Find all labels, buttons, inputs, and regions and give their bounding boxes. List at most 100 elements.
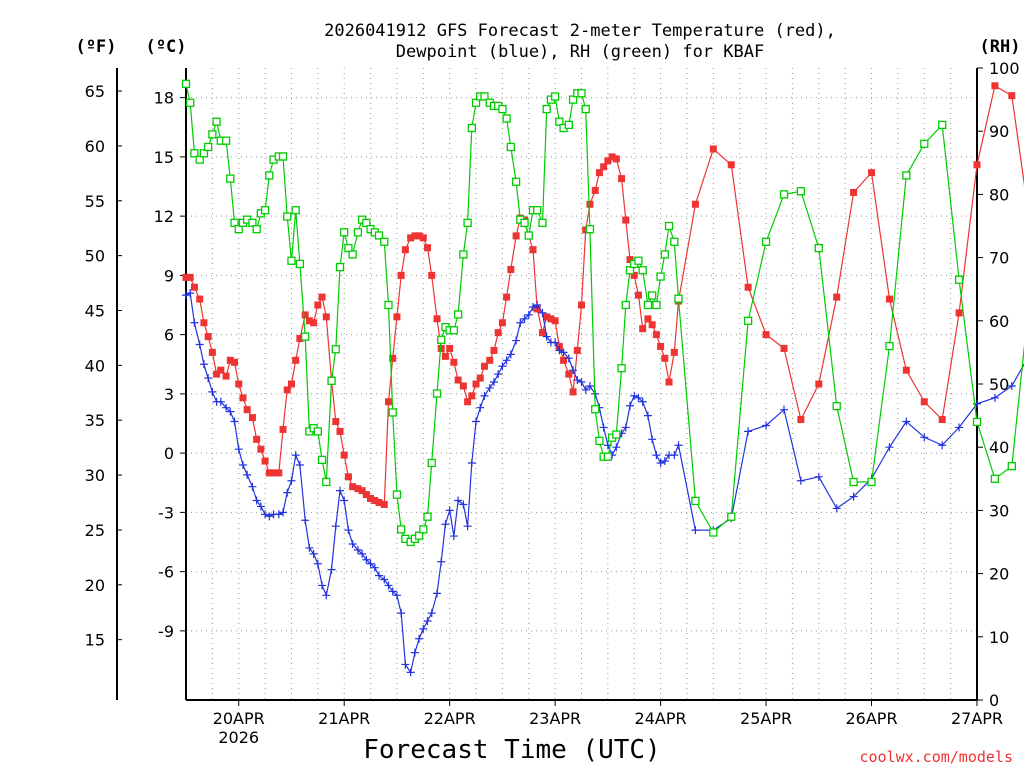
- dewpoint-point: [502, 356, 511, 365]
- dewpoint-point: [366, 559, 375, 568]
- dewpoint-point: [1007, 381, 1016, 390]
- dewpoint-point: [612, 443, 621, 452]
- fahrenheit-tick-label: 40: [85, 356, 105, 375]
- rh-point: [195, 155, 204, 164]
- temperature-point: [257, 445, 265, 453]
- dewpoint-point: [516, 318, 525, 327]
- temperature-point: [371, 497, 379, 505]
- temperature-point: [200, 319, 208, 327]
- dewpoint-point: [542, 332, 551, 341]
- rh-point: [252, 225, 261, 234]
- rh-point: [190, 149, 199, 158]
- rh-point: [480, 92, 489, 101]
- temperature-point: [424, 244, 432, 252]
- dewpoint-point: [380, 575, 389, 584]
- dewpoint-point: [358, 549, 367, 558]
- rh-point: [524, 231, 533, 240]
- temperature-point: [630, 271, 638, 279]
- temperature-point: [446, 344, 454, 352]
- rh-point: [287, 256, 296, 265]
- rh-point: [585, 225, 595, 234]
- rh-point: [502, 114, 511, 123]
- temperature-point: [938, 416, 946, 424]
- temperature-point: [292, 356, 300, 364]
- rh-point: [617, 364, 626, 373]
- temperature-point: [762, 331, 770, 339]
- dewpoint-point: [489, 378, 498, 387]
- temperature-point: [231, 358, 239, 366]
- rh-point: [621, 300, 630, 310]
- rh-point: [743, 316, 753, 325]
- temperature-point: [362, 491, 370, 499]
- temperature-point: [213, 370, 221, 378]
- fahrenheit-tick-label: 60: [85, 137, 105, 156]
- rh-point: [419, 525, 428, 534]
- temperature-point: [344, 473, 352, 481]
- dewpoint-point: [634, 393, 643, 402]
- celsius-tick-label: 0: [164, 444, 174, 463]
- x-axis-title: Forecast Time (UTC): [363, 735, 660, 765]
- dewpoint-point: [498, 362, 507, 371]
- temperature-point: [450, 358, 458, 366]
- rh-point: [278, 152, 288, 161]
- temperature-point: [582, 226, 590, 234]
- temperature-point: [222, 372, 230, 380]
- dewpoint-point: [283, 488, 292, 497]
- temperature-point: [538, 329, 546, 337]
- temperature-point: [547, 315, 555, 323]
- rh-point: [322, 477, 331, 487]
- rh-tick-label: 90: [989, 122, 1009, 141]
- rh-point: [362, 218, 371, 227]
- dewpoint-point: [779, 405, 788, 414]
- dewpoint-point: [186, 289, 195, 298]
- rh-point: [283, 212, 292, 221]
- dewpoint-point: [252, 496, 261, 505]
- rh-point: [595, 436, 604, 446]
- dewpoint-point: [392, 591, 401, 600]
- temperature-point: [868, 169, 876, 177]
- rh-point: [603, 452, 613, 461]
- temperature-point: [955, 309, 963, 317]
- dewpoint-point: [190, 318, 199, 327]
- credit-link[interactable]: coolwx.com/models: [859, 748, 1013, 766]
- temperature-point: [648, 321, 656, 329]
- temperature-point: [332, 418, 340, 426]
- temperature-point: [586, 200, 594, 208]
- fahrenheit-tick-label: 15: [85, 631, 105, 650]
- temperature-point: [665, 378, 673, 386]
- dewpoint-point: [630, 391, 639, 400]
- rh-point: [638, 266, 647, 275]
- rh-point: [414, 531, 424, 540]
- dewpoint-point: [340, 496, 349, 505]
- rh-point: [1007, 462, 1016, 471]
- data-series: [181, 79, 1024, 677]
- dewpoint-point: [309, 549, 318, 558]
- temperature-point: [411, 232, 419, 240]
- celsius-unit-label: (ºC): [146, 37, 187, 57]
- temperature-point: [902, 366, 910, 374]
- axes: [116, 67, 983, 706]
- rh-point: [384, 300, 393, 310]
- temperature-point: [305, 317, 313, 325]
- dewpoint-point: [691, 526, 700, 535]
- temperature-point: [634, 291, 642, 299]
- chart-title-line1: 2026041912 GFS Forecast 2-meter Temperat…: [324, 21, 836, 41]
- rh-point: [550, 92, 560, 101]
- temperature-point: [407, 234, 415, 242]
- dewpoint-point: [638, 397, 647, 406]
- time-tick-label: 27APR: [951, 709, 1003, 728]
- temperature-point: [565, 370, 573, 378]
- temperature-point: [415, 232, 423, 240]
- dewpoint-point: [238, 460, 247, 469]
- temperature-point: [401, 246, 409, 254]
- celsius-tick-label: -6: [158, 563, 174, 582]
- fahrenheit-tick-label: 30: [85, 466, 105, 485]
- temperature-point: [322, 313, 330, 321]
- temperature-point: [441, 352, 449, 360]
- dewpoint-point: [599, 423, 608, 432]
- dewpoint-point: [626, 401, 635, 410]
- dewpoint-point: [555, 346, 564, 355]
- rh-point: [920, 139, 929, 148]
- dewpoint-point: [480, 391, 489, 400]
- rh-point: [186, 98, 195, 107]
